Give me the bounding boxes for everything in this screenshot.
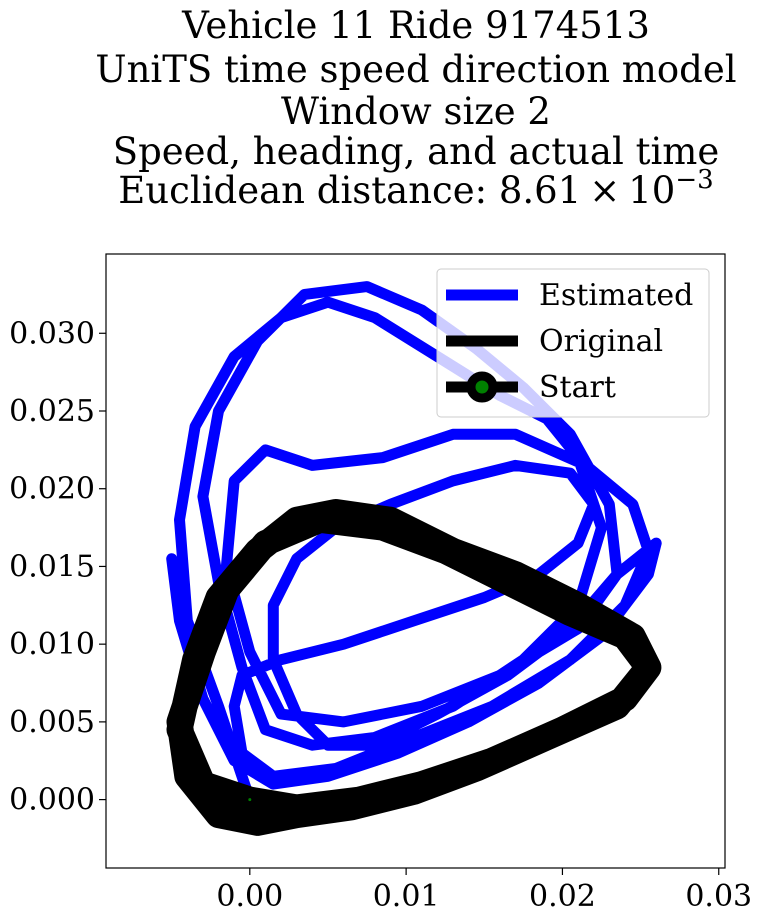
y-tick-label: 0.015 xyxy=(9,549,95,584)
y-tick-label: 0.010 xyxy=(9,627,95,662)
title-line-1: Vehicle 11 Ride 9174513 xyxy=(181,4,650,47)
title-metric-prefix: Euclidean distance: 8.61 xyxy=(118,169,581,212)
title-line-3: Window size 2 xyxy=(281,90,551,133)
legend-original-label: Original xyxy=(539,324,663,359)
y-tick-label: 0.025 xyxy=(9,394,95,429)
x-tick-label: 0.01 xyxy=(373,879,440,914)
y-tick-label: 0.005 xyxy=(9,705,95,740)
title-metric-line: Euclidean distance: 8.61 × 10−3 xyxy=(118,165,713,212)
legend: Estimated Original Start xyxy=(436,268,710,418)
x-axis: 0.00 0.01 0.02 0.03 xyxy=(216,868,752,914)
title-metric-base: 10 xyxy=(628,169,675,212)
plot-area xyxy=(166,281,662,836)
title-line-2: UniTS time speed direction model xyxy=(95,48,736,91)
title-metric-times: × xyxy=(589,169,620,212)
x-tick-label: 0.03 xyxy=(685,879,752,914)
y-tick-label: 0.020 xyxy=(9,472,95,507)
plot-frame xyxy=(105,253,726,869)
legend-frame xyxy=(436,268,710,418)
legend-start-marker xyxy=(466,371,498,403)
x-tick-label: 0.02 xyxy=(529,879,596,914)
series-line-estimated xyxy=(166,281,662,806)
legend-start-label: Start xyxy=(539,370,616,405)
chart-title: Vehicle 11 Ride 9174513 UniTS time speed… xyxy=(95,4,736,212)
y-tick-label: 0.000 xyxy=(9,783,95,818)
x-tick-label: 0.00 xyxy=(216,879,283,914)
start-point-marker xyxy=(239,789,261,811)
y-tick-label: 0.030 xyxy=(9,316,95,351)
series-line-original xyxy=(166,499,662,836)
title-line-4: Speed, heading, and actual time xyxy=(113,130,720,173)
legend-estimated-label: Estimated xyxy=(539,278,693,313)
title-metric-exponent: −3 xyxy=(675,165,713,195)
y-axis: 0.000 0.005 0.010 0.015 0.020 0.025 0.030 xyxy=(9,316,106,818)
